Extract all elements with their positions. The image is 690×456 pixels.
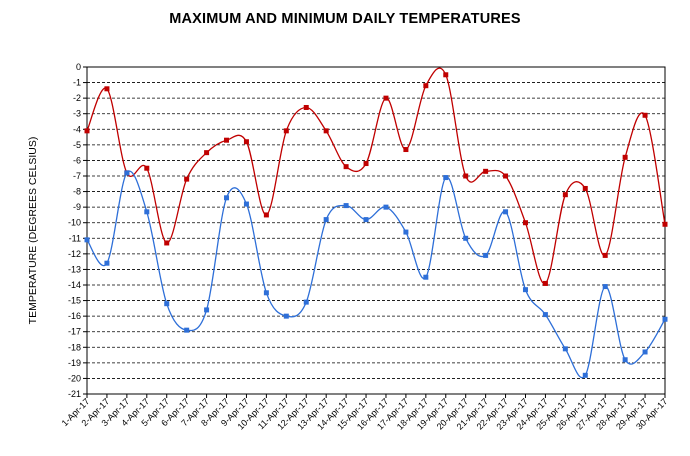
data-point [224, 195, 230, 201]
data-point [303, 299, 309, 305]
data-point [642, 112, 648, 118]
data-point [104, 260, 110, 266]
data-point [124, 170, 130, 176]
y-tick-label: -8 [73, 187, 81, 197]
data-point [542, 280, 548, 286]
y-tick-label: -9 [73, 202, 81, 212]
y-tick-label: 0 [76, 62, 81, 72]
data-point [602, 252, 608, 258]
data-point [483, 252, 489, 258]
y-tick-label: -6 [73, 155, 81, 165]
data-point [243, 139, 249, 145]
data-point [343, 203, 349, 209]
plot-area [86, 66, 666, 395]
y-tick-label: -1 [73, 78, 81, 88]
y-tick-label: -15 [68, 296, 81, 306]
data-point [423, 274, 429, 280]
data-point [164, 240, 170, 246]
y-tick-label: -10 [68, 218, 81, 228]
data-point [582, 372, 588, 378]
y-tick-label: -3 [73, 109, 81, 119]
y-tick-label: -18 [68, 342, 81, 352]
data-point [622, 357, 628, 363]
data-point [602, 284, 608, 290]
series-lines [84, 67, 668, 379]
data-point [383, 204, 389, 210]
y-tick-label: -11 [69, 233, 81, 243]
data-point [463, 173, 469, 179]
data-point [642, 349, 648, 355]
data-point [403, 147, 409, 153]
x-axis-ticks: 1-Apr-172-Apr-173-Apr-174-Apr-175-Apr-17… [60, 394, 669, 432]
data-point [303, 104, 309, 110]
data-point [522, 220, 528, 226]
data-point [622, 154, 628, 160]
data-point [204, 307, 210, 313]
y-tick-label: -7 [73, 171, 81, 181]
y-tick-label: -4 [73, 124, 81, 134]
data-point [164, 301, 170, 307]
data-point [443, 175, 449, 181]
data-point [522, 287, 528, 293]
grid-lines [87, 82, 665, 379]
y-tick-label: -16 [68, 311, 81, 321]
data-point [323, 217, 329, 223]
data-point [343, 164, 349, 170]
y-tick-label: -20 [68, 373, 81, 383]
data-point [363, 161, 369, 167]
y-tick-label: -13 [68, 264, 81, 274]
y-axis-ticks: 0 -1 -2 -3 -4 -5 -6 -7 -8 -9 -10 -11 -12 -13 -14 -15 -16… [68, 62, 87, 399]
data-point [104, 86, 110, 92]
data-point [363, 217, 369, 223]
data-point [503, 209, 509, 215]
data-point [383, 95, 389, 101]
y-tick-label: -17 [68, 327, 81, 337]
data-point [84, 237, 90, 243]
data-point [144, 209, 150, 215]
data-point [503, 173, 509, 179]
data-point [582, 185, 588, 191]
series-line-2 [86, 170, 666, 379]
data-point [144, 165, 150, 171]
data-point [204, 150, 210, 156]
data-point [662, 316, 668, 322]
data-point [263, 212, 269, 218]
data-point [662, 221, 668, 227]
data-point [184, 176, 190, 182]
data-point [542, 312, 548, 318]
data-point [562, 346, 568, 352]
y-tick-label: -21 [68, 389, 81, 399]
data-point [323, 128, 329, 134]
y-tick-label: -14 [68, 280, 81, 290]
y-tick-label: -2 [73, 93, 81, 103]
y-axis-label: TEMPERATURE (DEGREES CELSIUS) [27, 137, 39, 325]
y-tick-label: -19 [68, 358, 81, 368]
data-point [283, 313, 289, 319]
data-point [403, 229, 409, 235]
data-point [483, 168, 489, 174]
data-point [463, 235, 469, 241]
data-point [184, 327, 190, 333]
chart-title: MAXIMUM AND MINIMUM DAILY TEMPERATURES [169, 11, 521, 27]
data-point [84, 128, 90, 134]
data-point [243, 201, 249, 207]
data-point [423, 83, 429, 89]
data-point [263, 290, 269, 296]
data-point [224, 137, 230, 143]
data-point [443, 72, 449, 78]
data-point [283, 128, 289, 134]
data-point [562, 192, 568, 198]
y-tick-label: -5 [73, 140, 81, 150]
y-tick-label: -12 [68, 249, 81, 259]
